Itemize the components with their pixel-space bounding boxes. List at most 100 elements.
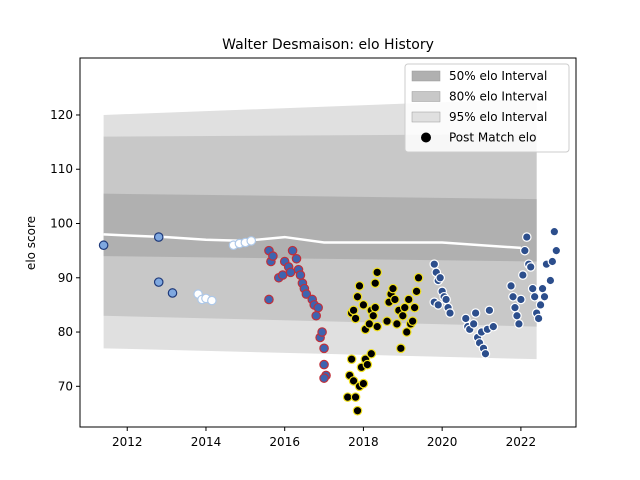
y-tick-label: 90 (58, 271, 73, 285)
elo-point-s4-38 (533, 313, 544, 324)
legend: 50% elo Interval 80% elo Interval 95% elo … (404, 63, 570, 153)
elo-point-s3-17 (358, 300, 369, 310)
elo-point-s2-5 (277, 270, 288, 280)
legend-label: 80% elo Interval (449, 90, 547, 104)
elo-point-s3-23 (372, 321, 383, 332)
elo-point-s4-7 (433, 300, 444, 310)
elo-point-s2-9 (287, 245, 298, 256)
elo-point-s3-26 (382, 316, 392, 326)
elo-point-s4-23 (488, 321, 499, 332)
elo-point-s1-7 (246, 236, 257, 246)
elo-point-s3-40 (409, 302, 420, 313)
elo-point-s4-3 (435, 272, 445, 283)
elo-point-s2-15 (301, 289, 312, 299)
elo-point-s4-22 (484, 305, 495, 316)
elo-point-s2-3 (268, 251, 278, 261)
elo-point-s3-39 (407, 316, 418, 326)
elo-point-s4-43 (545, 275, 556, 286)
elo-point-s0-3 (167, 288, 178, 298)
legend-label: Post Match elo (449, 131, 536, 145)
y-tick-label: 110 (50, 162, 73, 176)
elo-point-s2-0 (264, 294, 274, 305)
x-tick-label: 2022 (506, 435, 537, 449)
elo-point-s4-8 (441, 294, 451, 305)
elo-point-s2-22 (319, 343, 329, 354)
elo-point-s4-14 (468, 319, 479, 329)
elo-point-s0-2 (153, 277, 164, 287)
elo-point-s3-31 (392, 319, 402, 329)
elo-point-s2-21 (317, 327, 327, 337)
legend-box (404, 63, 570, 153)
x-tick-label: 2018 (348, 435, 379, 449)
elo-point-s3-4 (350, 392, 361, 402)
elo-point-s4-46 (551, 245, 562, 256)
elo-point-s4-28 (514, 319, 524, 329)
elo-point-s4-35 (527, 283, 538, 294)
elo-point-s3-33 (396, 343, 406, 354)
elo-point-s3-8 (358, 378, 369, 389)
elo-point-s2-18 (311, 310, 321, 321)
elo-point-s3-0 (342, 392, 353, 402)
elo-point-s2-25 (319, 373, 329, 383)
elo-point-s4-30 (518, 270, 528, 280)
elo-point-s4-36 (529, 291, 540, 302)
elo-point-s2-23 (319, 359, 329, 370)
elo-point-s4-40 (537, 283, 548, 294)
elo-point-s3-36 (401, 327, 412, 337)
legend-label: 50% elo Interval (449, 69, 547, 83)
elo-point-s4-11 (460, 313, 471, 324)
elo-point-s3-25 (372, 267, 383, 278)
elo-point-s3-21 (368, 310, 379, 321)
elo-point-s4-10 (445, 308, 455, 318)
elo-point-s3-3 (348, 376, 359, 386)
elo-point-s3-10 (362, 359, 373, 370)
plot-frame (79, 57, 577, 428)
elo-point-s4-24 (506, 281, 516, 291)
elo-point-s2-8 (285, 267, 296, 278)
interval-band-1 (103, 193, 537, 262)
legend-marker (421, 132, 431, 143)
y-tick-label: 70 (58, 379, 73, 393)
legend-swatch (411, 111, 441, 123)
elo-point-s4-32 (521, 232, 532, 242)
elo-point-s4-31 (520, 245, 530, 256)
elo-point-s3-2 (346, 354, 357, 364)
elo-point-s2-12 (295, 270, 306, 280)
elo-point-s2-19 (313, 302, 323, 313)
elo-point-s3-5 (352, 405, 363, 416)
y-axis-label: elo score (24, 216, 38, 270)
x-tick-label: 2020 (427, 435, 458, 449)
elo-point-s3-15 (352, 291, 363, 302)
elo-point-s0-0 (98, 240, 109, 251)
elo-point-s4-0 (429, 259, 440, 270)
elo-point-s4-45 (549, 226, 560, 237)
elo-point-s3-14 (350, 313, 361, 324)
elo-point-s4-39 (535, 300, 546, 310)
elo-point-s3-35 (399, 302, 410, 313)
elo-point-s3-16 (354, 281, 365, 291)
elo-point-s3-24 (370, 278, 381, 288)
x-tick-label: 2016 (269, 435, 300, 449)
elo-point-s4-26 (510, 302, 520, 313)
legend-swatch (411, 70, 441, 82)
elo-point-s3-30 (390, 294, 400, 305)
legend-swatch (411, 91, 441, 102)
elo-point-s4-44 (547, 256, 558, 267)
elo-point-s4-20 (480, 348, 491, 359)
elo-point-s3-41 (411, 286, 422, 297)
chart-title: Walter Desmaison: elo History (222, 37, 434, 53)
elo-point-s3-34 (397, 310, 408, 321)
elo-point-s4-34 (525, 262, 536, 272)
elo-point-s3-42 (413, 272, 424, 283)
elo-point-s3-11 (366, 348, 377, 359)
elo-point-s3-19 (364, 319, 375, 329)
elo-point-s0-1 (153, 232, 164, 242)
elo-point-s4-15 (470, 308, 481, 318)
elo-point-s3-37 (403, 294, 414, 305)
elo-point-s3-22 (370, 302, 381, 313)
legend-label: 95% elo Interval (449, 110, 547, 124)
elo-point-s4-41 (539, 291, 550, 302)
elo-point-s1-3 (207, 295, 217, 306)
elo-point-s3-29 (388, 283, 398, 294)
